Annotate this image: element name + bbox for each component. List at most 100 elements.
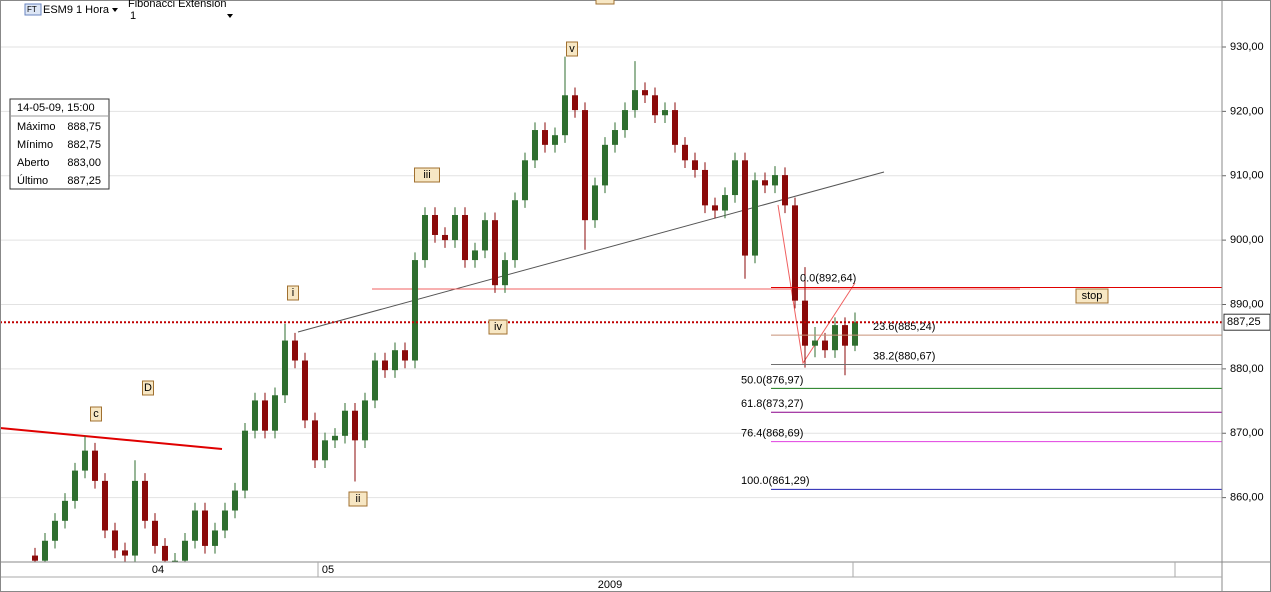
dropdown-arrow[interactable] [112, 8, 118, 12]
fib-level-label: 0.0(892,64) [800, 272, 856, 284]
candle-body [552, 135, 558, 145]
wave-label-box [595, 0, 615, 5]
candle-body [52, 520, 58, 541]
candle-body [672, 110, 678, 145]
candle-body [822, 340, 828, 351]
wave-label: iii [423, 169, 430, 181]
candle-body [182, 540, 188, 561]
candle-body [32, 555, 38, 561]
candle-body [792, 205, 798, 301]
candle-body [442, 234, 448, 241]
candle-body [262, 400, 268, 431]
candle-body [142, 480, 148, 521]
candle-body [462, 215, 468, 261]
candle-body [122, 550, 128, 556]
info-box: 14-05-09, 15:00 Máximo 888,75 Mínimo 882,75 A… [9, 98, 110, 190]
symbol-icon-text: FT [27, 5, 37, 14]
x-tick-label: 05 [322, 564, 334, 576]
candle-body [642, 90, 648, 96]
fib-level-label: 76.4(868,69) [741, 428, 803, 440]
candle-body [292, 340, 298, 361]
chart-title[interactable]: ESM9 1 Hora [43, 4, 110, 16]
candle-body [242, 430, 248, 491]
candle-body [162, 545, 168, 561]
fib-level-label: 50.0(876,97) [741, 374, 803, 386]
candle-body [592, 185, 598, 221]
candle-body [112, 530, 118, 551]
candle-body [332, 435, 338, 441]
wave-label-box [1075, 288, 1109, 304]
y-tick-label: 900,00 [1230, 234, 1264, 246]
candle-body [832, 325, 838, 351]
y-tick-label: 860,00 [1230, 492, 1264, 504]
wave-label-box [414, 167, 440, 183]
wave-label-box [566, 41, 578, 57]
candle-body [852, 322, 858, 346]
candle-body [252, 400, 258, 431]
y-tick-label: 910,00 [1230, 170, 1264, 182]
info-value: 882,75 [67, 139, 101, 151]
candle-body [812, 340, 818, 346]
symbol-icon [24, 3, 42, 16]
candle-body [102, 480, 108, 531]
wave-label: i [292, 287, 294, 299]
candle-body [352, 410, 358, 441]
wave-label-box [488, 319, 508, 335]
candle-body [412, 260, 418, 361]
indicator-param[interactable]: 1 [130, 10, 136, 22]
indicator-name[interactable]: Fibonacci Extension [128, 0, 226, 10]
candle-body [562, 95, 568, 136]
info-title: 14-05-09, 15:00 [17, 102, 95, 114]
candle-body [132, 480, 138, 556]
info-label: Máximo [17, 121, 56, 133]
fib-level-label: 23.6(885,24) [873, 321, 935, 333]
candle-body [152, 520, 158, 546]
candle-body [82, 450, 88, 471]
trend-line [0, 427, 223, 450]
candle-body [612, 130, 618, 145]
wave-label: stop [1082, 290, 1103, 302]
candle-body [402, 350, 408, 361]
candle-body [72, 470, 78, 501]
candle-body [212, 530, 218, 546]
info-box-frame [9, 98, 110, 190]
candle-body [582, 110, 588, 221]
candle-body [482, 220, 488, 251]
wave-label-box [142, 380, 154, 396]
candle-body [362, 400, 368, 441]
x-tick-label: 04 [152, 564, 164, 576]
candle-body [702, 169, 708, 206]
candle-body [722, 195, 728, 211]
candle-body [692, 160, 698, 170]
candle-body [472, 250, 478, 261]
candle-body [392, 350, 398, 371]
info-label: Último [17, 174, 48, 187]
candle-body [782, 175, 788, 206]
wave-label-box [90, 406, 102, 422]
candle-body [762, 180, 768, 186]
dropdown-arrow[interactable] [227, 14, 233, 18]
candle-body [202, 510, 208, 546]
candle-body [192, 510, 198, 541]
y-tick-label: 920,00 [1230, 105, 1264, 117]
candle-body [282, 340, 288, 396]
info-label: Aberto [17, 157, 49, 169]
wave-label: D [144, 382, 152, 394]
candle-body [662, 110, 668, 116]
candle-body [752, 180, 758, 256]
candle-body [492, 220, 498, 286]
candle-body [302, 360, 308, 421]
candle-body [602, 144, 608, 186]
candle-body [322, 440, 328, 461]
wave-label-box [348, 491, 368, 507]
candle-body [92, 450, 98, 481]
fib-level-label: 38.2(880,67) [873, 350, 935, 362]
info-value: 888,75 [67, 121, 101, 133]
candle-body [522, 160, 528, 201]
info-value: 887,25 [67, 175, 101, 187]
info-label: Mínimo [17, 139, 53, 151]
y-tick-label: 870,00 [1230, 427, 1264, 439]
candle-body [532, 130, 538, 161]
